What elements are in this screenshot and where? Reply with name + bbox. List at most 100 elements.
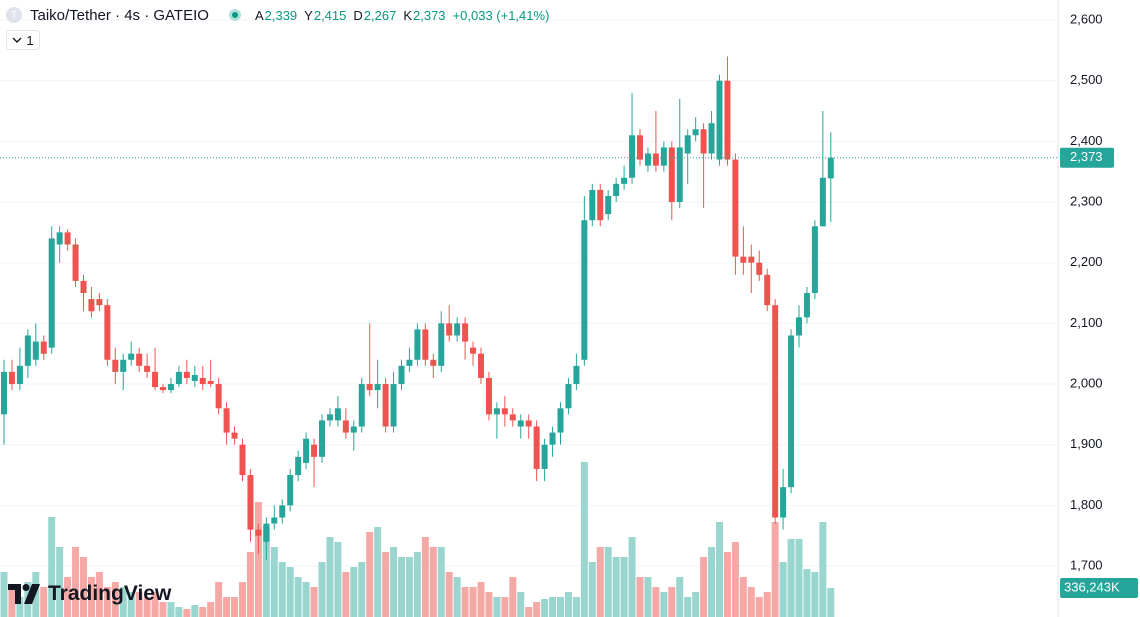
candle-body (533, 426, 540, 469)
volume-bar (358, 562, 366, 617)
interval-toggle[interactable]: 1 (6, 30, 40, 50)
candle-body (605, 195, 612, 215)
candle-body (676, 147, 683, 203)
volume-bar (716, 522, 723, 617)
candle-body (509, 414, 516, 421)
candle-body (96, 299, 103, 306)
candle-body (796, 317, 802, 336)
volume-bar (652, 587, 660, 617)
volume-bar (612, 557, 620, 617)
volume-bar (342, 572, 350, 617)
candle-body (772, 305, 779, 518)
candle-body (263, 523, 270, 542)
candle-body (80, 280, 87, 294)
volume-bar (572, 597, 580, 617)
candle-body (565, 384, 572, 409)
volume-bar (485, 592, 493, 617)
candle-body (390, 384, 397, 427)
volume-bar (143, 597, 151, 617)
change-value: +0,033 (+1,41%) (452, 7, 550, 23)
candle-body (716, 80, 723, 160)
y-tick-label: 2,000 (1070, 375, 1103, 390)
y-tick-label: 2,300 (1070, 193, 1103, 208)
candle-body (175, 371, 182, 385)
volume-bar (16, 597, 24, 617)
volume-bar (191, 605, 199, 617)
candle-body (621, 177, 628, 184)
candle-body (414, 329, 421, 360)
last-price-box (1060, 147, 1114, 168)
candle-body (136, 353, 143, 366)
brand-name: TradingView (48, 582, 172, 605)
volume-bar (700, 557, 708, 617)
volume-bar (509, 577, 517, 617)
candle-body (1, 371, 7, 415)
low-value: 2,267 (363, 7, 397, 23)
candle-body (72, 244, 79, 281)
candle-body (303, 438, 310, 463)
volume-bar (819, 522, 827, 617)
candle-body (48, 238, 55, 348)
candle-body (191, 374, 198, 381)
candle-body (350, 426, 357, 433)
volume-bar (374, 527, 382, 617)
volume-bar (604, 547, 612, 617)
symbol-logo: T (6, 7, 22, 23)
candle-body (430, 359, 437, 366)
candle-body (819, 177, 826, 227)
candle-body (358, 384, 365, 427)
candle-body (64, 232, 71, 245)
volume-bar (787, 538, 795, 617)
volume-bar (318, 562, 326, 617)
candle-body (40, 341, 47, 354)
candle-body (684, 135, 691, 154)
candle-body (88, 299, 95, 312)
candle-body (573, 365, 580, 385)
volume-bar (771, 522, 779, 617)
grid (0, 19, 1058, 567)
volume-bar (119, 587, 127, 617)
y-tick-label: 2,500 (1070, 72, 1103, 87)
candle-body (724, 80, 731, 160)
candle-body (597, 189, 604, 221)
volume-bar (159, 602, 167, 617)
volume-bar (803, 568, 811, 617)
candle-body (382, 384, 389, 427)
candle-body (112, 359, 119, 372)
open-label: A (254, 7, 264, 23)
volume-bar (755, 597, 763, 617)
candle-body (581, 220, 588, 360)
candle-body (740, 256, 747, 263)
symbol-title[interactable]: Taiko/Tether · 4s · GATEIO (30, 6, 209, 24)
candle-body (557, 408, 564, 433)
candle-body (255, 529, 262, 536)
y-tick-label: 2,400 (1070, 133, 1103, 148)
volume-bar (580, 462, 588, 617)
candle-body (637, 135, 643, 160)
volume-bar (628, 537, 636, 617)
volume-bar (215, 582, 223, 617)
volume-bar (223, 597, 231, 617)
candle-body (692, 129, 699, 136)
high-value: 2,415 (313, 7, 347, 23)
candle-body (152, 371, 159, 388)
volume-bar (56, 547, 64, 617)
y-tick-label: 1,900 (1070, 436, 1103, 451)
close-label: K (403, 7, 412, 23)
volume-bar (437, 547, 445, 617)
volume-bar (95, 572, 103, 617)
candle-body (128, 353, 135, 360)
volume-bar (175, 607, 183, 617)
volume-bar (326, 537, 334, 617)
candle-body (247, 475, 254, 530)
volume-bar (684, 597, 692, 617)
volume-bar (469, 587, 477, 617)
volume-bar (644, 577, 652, 617)
candle-body (406, 359, 413, 366)
brand-logo[interactable]: TradingView (8, 582, 171, 606)
candle-body (287, 475, 294, 506)
volume-bar (183, 608, 191, 617)
candle-body (811, 226, 818, 294)
volume-bar (533, 602, 541, 617)
volume-bar (286, 567, 294, 617)
